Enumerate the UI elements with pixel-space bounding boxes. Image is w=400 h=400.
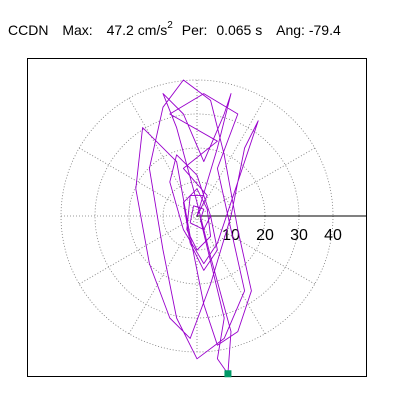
tick-label-30: 30 [290, 227, 308, 244]
max-unit-exponent: 2 [167, 20, 173, 31]
polar-axis: 10 20 30 40 [197, 215, 366, 244]
max-value: 47.2 cm/s2 [107, 16, 173, 41]
grid-spoke-60 [196, 98, 266, 217]
grid-spoke-150 [79, 147, 198, 217]
tick-label-40: 40 [324, 227, 342, 244]
plot-frame [27, 58, 367, 377]
max-point-marker [224, 370, 232, 378]
particle-motion-trace [135, 79, 259, 375]
trace-layer [135, 79, 259, 375]
max-value-text: 47.2 cm/s [106, 21, 168, 38]
grid-spoke-240 [128, 215, 198, 334]
max-label: Max: [62, 21, 93, 38]
chart-header: CCDN Max: 47.2 cm/s2 Per: 0.065 s Ang: -… [8, 16, 341, 38]
marker-layer [224, 370, 232, 378]
angle-label: Ang: -79.4 [276, 21, 341, 38]
station-code: CCDN [8, 21, 49, 38]
period-value: 0.065 s [216, 21, 263, 38]
tick-label-20: 20 [256, 227, 274, 244]
period-label: Per: [181, 21, 208, 38]
